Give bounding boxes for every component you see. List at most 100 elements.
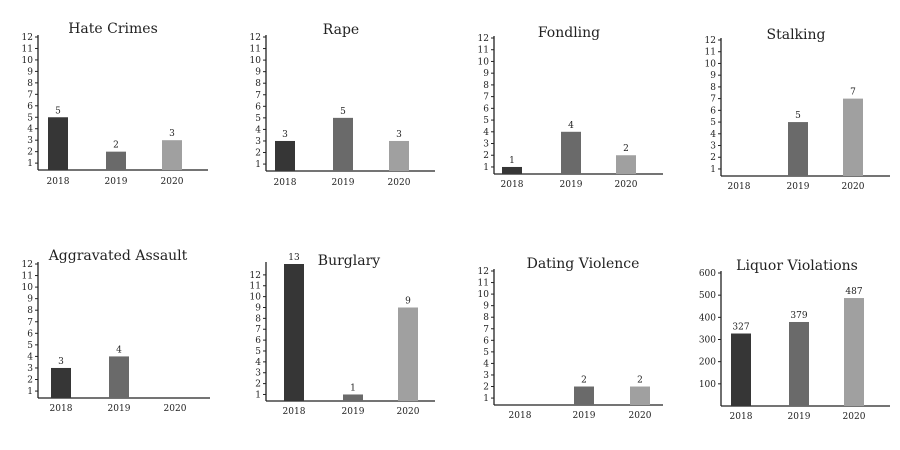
y-tick-label: 300 <box>699 336 716 346</box>
x-tick-label-2019: 2019 <box>787 182 810 192</box>
y-tick-label: 12 <box>478 267 489 277</box>
y-tick-label: 10 <box>22 56 34 66</box>
y-tick-label: 12 <box>250 271 261 281</box>
y-tick-label: 11 <box>705 48 716 58</box>
x-tick-label-2019: 2019 <box>108 404 131 414</box>
bar-2019 <box>561 131 581 174</box>
y-tick-label: 8 <box>255 79 261 89</box>
bar-2019 <box>106 151 126 170</box>
y-tick-label: 5 <box>27 341 33 351</box>
chart-title: Liquor Violations <box>736 258 858 274</box>
y-tick-label: 8 <box>27 79 33 89</box>
bar-2019 <box>788 122 808 176</box>
x-tick-label-2018: 2018 <box>283 407 306 417</box>
bar-2020 <box>844 298 864 406</box>
chart-title: Dating Violence <box>527 256 640 272</box>
x-tick-label-2019: 2019 <box>342 407 365 417</box>
y-tick-label: 1 <box>27 387 33 397</box>
y-tick-label: 2 <box>483 383 489 393</box>
y-tick-label: 8 <box>255 314 261 324</box>
y-tick-label: 9 <box>27 295 33 305</box>
y-tick-label: 7 <box>27 318 33 328</box>
y-tick-label: 6 <box>483 336 489 346</box>
y-tick-label: 9 <box>27 67 33 77</box>
y-tick-label: 3 <box>255 137 261 147</box>
y-tick-label: 9 <box>483 69 489 79</box>
y-tick-label: 10 <box>478 57 490 67</box>
bar-2019 <box>343 394 363 401</box>
y-tick-label: 5 <box>255 114 261 124</box>
data-label-2018: 1 <box>509 156 515 166</box>
data-label-2020: 487 <box>845 287 862 297</box>
y-tick-label: 2 <box>483 151 489 161</box>
y-tick-label: 2 <box>27 376 33 386</box>
bar-2018 <box>48 117 68 170</box>
y-tick-label: 10 <box>478 290 490 300</box>
data-label-2019: 5 <box>340 107 346 117</box>
data-label-2019: 1 <box>350 383 356 393</box>
y-tick-label: 7 <box>255 325 261 335</box>
bar-2020 <box>630 386 650 405</box>
bar-2018 <box>731 333 751 406</box>
y-tick-label: 8 <box>27 306 33 316</box>
y-tick-label: 2 <box>27 148 33 158</box>
chart-title: Fondling <box>538 25 600 41</box>
y-tick-label: 200 <box>699 358 716 368</box>
y-tick-label: 4 <box>483 128 489 138</box>
y-tick-label: 8 <box>710 83 716 93</box>
y-tick-label: 4 <box>27 125 33 135</box>
y-tick-label: 3 <box>27 364 33 374</box>
y-tick-label: 500 <box>699 291 716 301</box>
y-tick-label: 6 <box>710 106 716 116</box>
x-tick-label-2020: 2020 <box>164 404 187 414</box>
data-label-2019: 4 <box>116 345 122 355</box>
data-label-2018: 3 <box>58 357 64 367</box>
y-tick-label: 6 <box>255 102 261 112</box>
y-tick-label: 2 <box>255 380 261 390</box>
y-tick-label: 5 <box>710 118 716 128</box>
y-tick-label: 1 <box>483 163 489 173</box>
y-tick-label: 12 <box>22 33 33 43</box>
x-tick-label-2019: 2019 <box>560 180 583 190</box>
y-tick-label: 5 <box>27 113 33 123</box>
y-tick-label: 9 <box>255 68 261 78</box>
bar-2019 <box>109 356 129 398</box>
y-tick-label: 12 <box>478 34 489 44</box>
y-tick-label: 11 <box>478 279 489 289</box>
data-label-2019: 379 <box>790 311 807 321</box>
x-tick-label-2019: 2019 <box>573 411 596 421</box>
x-tick-label-2018: 2018 <box>730 412 753 422</box>
data-label-2020: 7 <box>850 88 856 98</box>
y-tick-label: 8 <box>483 313 489 323</box>
y-tick-label: 1 <box>710 165 716 175</box>
y-tick-label: 3 <box>27 136 33 146</box>
y-tick-label: 2 <box>710 153 716 163</box>
data-label-2019: 5 <box>795 111 801 121</box>
bar-2018 <box>284 264 304 401</box>
data-label-2019: 2 <box>581 376 587 386</box>
bar-2019 <box>789 321 809 406</box>
bar-2020 <box>162 140 182 170</box>
y-tick-label: 3 <box>483 371 489 381</box>
data-label-2018: 13 <box>288 253 300 263</box>
x-tick-label-2019: 2019 <box>332 178 355 188</box>
x-tick-label-2018: 2018 <box>50 404 73 414</box>
y-tick-label: 7 <box>483 325 489 335</box>
y-tick-label: 4 <box>710 130 716 140</box>
y-tick-label: 12 <box>705 36 716 46</box>
bar-2019 <box>574 386 594 405</box>
bar-2020 <box>616 155 636 174</box>
y-tick-label: 9 <box>255 303 261 313</box>
y-tick-label: 8 <box>483 81 489 91</box>
x-tick-label-2020: 2020 <box>843 412 866 422</box>
y-tick-label: 11 <box>250 45 261 55</box>
y-tick-label: 7 <box>710 95 716 105</box>
x-tick-label-2020: 2020 <box>842 182 865 192</box>
y-tick-label: 4 <box>27 352 33 362</box>
y-tick-label: 5 <box>255 347 261 357</box>
x-tick-label-2018: 2018 <box>274 178 297 188</box>
y-tick-label: 4 <box>255 125 261 135</box>
y-tick-label: 4 <box>255 358 261 368</box>
